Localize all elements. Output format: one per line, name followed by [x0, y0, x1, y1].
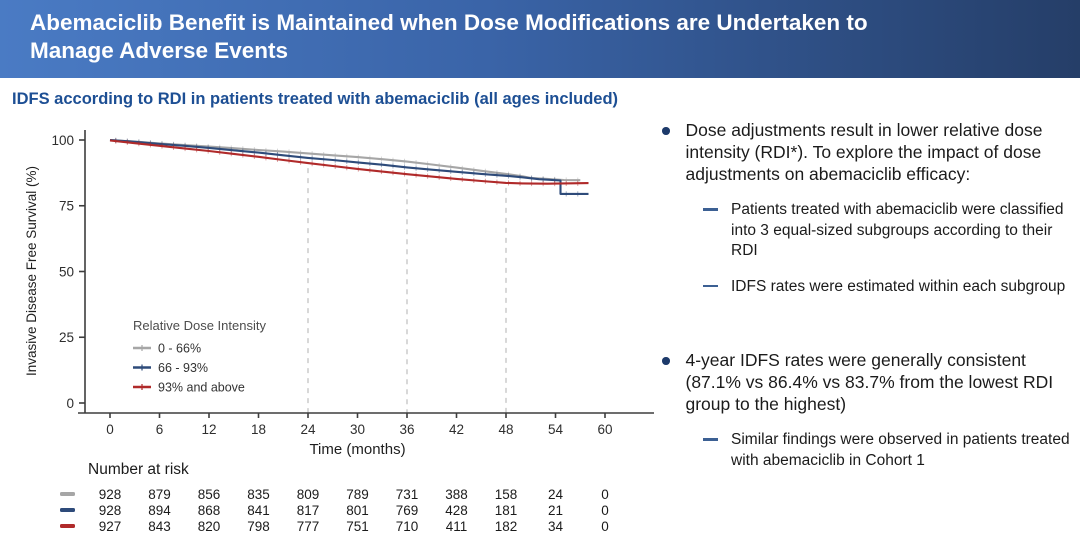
- bullet-text: Dose adjustments result in lower relativ…: [685, 120, 1043, 184]
- x-tick-label: 30: [350, 422, 365, 437]
- x-tick-label: 24: [300, 422, 316, 437]
- x-tick-label: 36: [399, 422, 414, 437]
- sub-bullet-item: Similar findings were observed in patien…: [703, 430, 1079, 471]
- risk-row-0-66-: 928 879 856 835 809 789 731 388 158 24 0: [0, 487, 660, 503]
- bullet-item: 4-year IDFS rates were generally consist…: [655, 349, 1079, 415]
- sub-bullet-text: Patients treated with abemaciclib were c…: [731, 201, 1064, 259]
- x-tick-label: 12: [201, 422, 216, 437]
- y-tick-label: 50: [59, 264, 74, 279]
- risk-value: 769: [395, 503, 419, 518]
- number-at-risk-label: Number at risk: [88, 461, 189, 478]
- survival-curve-2: [109, 139, 589, 185]
- risk-value: 388: [445, 487, 468, 502]
- bullet-text: 4-year IDFS rates were generally consist…: [685, 350, 1054, 414]
- risk-value: 841: [247, 503, 270, 518]
- slide-title-line1: Abemaciclib Benefit is Maintained when D…: [30, 10, 868, 35]
- bullet-dot-icon: [662, 357, 670, 365]
- x-tick-label: 48: [498, 422, 513, 437]
- risk-row-93-and-above: 927 843 820 798 777 751 710 411 182 34 0: [0, 519, 660, 535]
- y-tick-label: 0: [66, 396, 74, 411]
- legend-label: 93% and above: [158, 381, 245, 395]
- x-tick-label: 0: [106, 422, 114, 437]
- x-axis-title: Time (months): [309, 441, 405, 458]
- bullet-panel: Dose adjustments result in lower relativ…: [655, 119, 1079, 471]
- risk-value: 927: [98, 519, 122, 534]
- legend-title: Relative Dose Intensity: [133, 318, 266, 333]
- y-axis-title: Invasive Disease Free Survival (%): [24, 166, 39, 376]
- risk-value: 411: [445, 519, 468, 534]
- chart-subtitle: IDFS according to RDI in patients treate…: [12, 90, 619, 108]
- risk-value: 928: [98, 487, 122, 502]
- risk-value: 182: [494, 519, 518, 534]
- bullet-group: Dose adjustments result in lower relativ…: [655, 119, 1079, 297]
- risk-value: 21: [547, 503, 564, 518]
- risk-value: 868: [197, 503, 221, 518]
- risk-value: 181: [494, 503, 518, 518]
- x-tick-label: 60: [597, 422, 612, 437]
- risk-group-marker: [60, 492, 75, 496]
- km-survival-chart: 100 75 50 25 0 0 6 12 18 24 30 36 42 48 54 60 Time (mont…: [24, 130, 654, 458]
- sub-bullet-dash-icon: [703, 208, 718, 211]
- sub-bullet-dash-icon: [703, 284, 718, 288]
- risk-value: 751: [346, 519, 369, 534]
- slide-header: Abemaciclib Benefit is Maintained when D…: [0, 0, 1080, 78]
- risk-value: 24: [547, 487, 564, 502]
- risk-value: 731: [395, 487, 419, 502]
- risk-value: 34: [547, 519, 564, 534]
- risk-value: 835: [247, 487, 270, 502]
- legend-label: 0 - 66%: [158, 342, 201, 356]
- bullet-group: 4-year IDFS rates were generally consist…: [655, 349, 1079, 471]
- risk-value: 0: [601, 519, 609, 534]
- risk-group-marker: [60, 508, 75, 512]
- risk-value: 777: [296, 519, 320, 534]
- risk-value: 820: [197, 519, 221, 534]
- risk-value: 843: [148, 519, 171, 534]
- slide-title-line2: Manage Adverse Events: [30, 38, 289, 63]
- risk-value: 894: [148, 503, 171, 518]
- risk-value: 789: [346, 487, 369, 502]
- sub-bullet-text: Similar findings were observed in patien…: [731, 431, 1070, 469]
- bullet-dot-icon: [662, 127, 670, 135]
- risk-value: 710: [395, 519, 419, 534]
- risk-value: 809: [296, 487, 320, 502]
- risk-value: 428: [445, 503, 468, 518]
- y-tick-label: 75: [59, 199, 74, 214]
- x-tick-label: 18: [251, 422, 266, 437]
- risk-value: 879: [148, 487, 171, 502]
- x-tick-label: 54: [548, 422, 564, 437]
- x-tick-label: 42: [449, 422, 464, 437]
- bullet-item: Dose adjustments result in lower relativ…: [655, 119, 1079, 185]
- risk-value: 817: [296, 503, 320, 518]
- y-tick-label: 100: [51, 133, 74, 148]
- sub-bullet-item: IDFS rates were estimated within each su…: [703, 277, 1079, 298]
- sub-bullet-item: Patients treated with abemaciclib were c…: [703, 200, 1079, 262]
- legend-label: 66 - 93%: [158, 361, 208, 375]
- risk-group-marker: [60, 524, 75, 528]
- survival-curve-1: [109, 138, 589, 195]
- risk-row-66-93-: 928 894 868 841 817 801 769 428 181 21 0: [0, 503, 660, 519]
- risk-value: 928: [98, 503, 122, 518]
- y-tick-label: 25: [59, 330, 74, 345]
- x-tick-label: 6: [156, 422, 164, 437]
- risk-value: 798: [247, 519, 270, 534]
- risk-value: 856: [197, 487, 221, 502]
- risk-value: 158: [494, 487, 518, 502]
- risk-value: 801: [346, 503, 369, 518]
- sub-bullet-dash-icon: [703, 438, 718, 441]
- sub-bullet-text: IDFS rates were estimated within each su…: [731, 277, 1066, 295]
- risk-value: 0: [601, 503, 609, 518]
- risk-value: 0: [601, 487, 609, 502]
